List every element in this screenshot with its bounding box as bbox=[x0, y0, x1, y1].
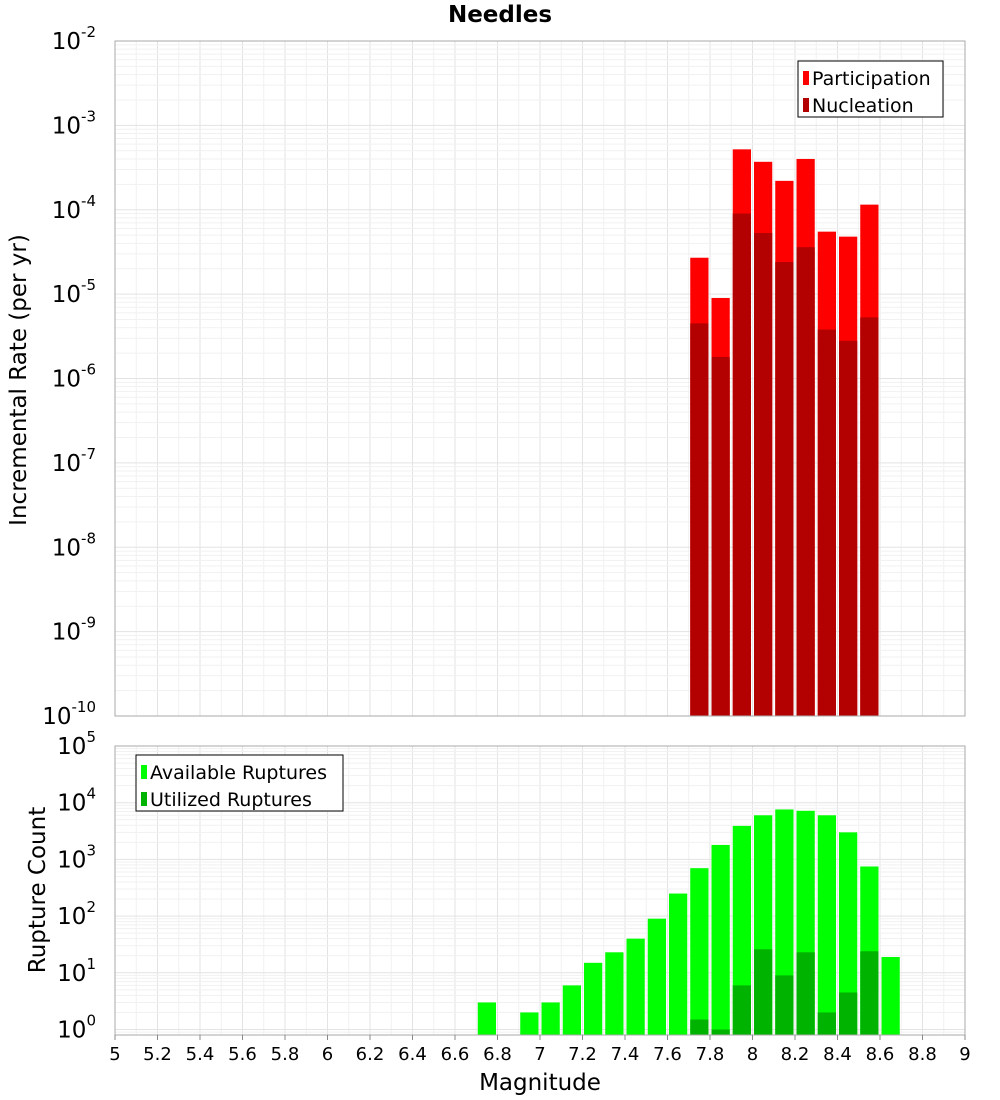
count-bar-available-ruptures bbox=[817, 815, 836, 1035]
x-axis-ticks: 5 5.2 5.4 5.6 5.8 6 6.2 6.4 6.6 6.8 7 7.2 7.4 7.6 7.8 8… bbox=[109, 1035, 971, 1065]
x-tick-label: 5 bbox=[109, 1044, 120, 1065]
count-y-ticks: 105 104 103 102 101 100 bbox=[57, 728, 96, 1044]
count-bar-available-ruptures bbox=[669, 893, 688, 1035]
count-panel: 105 104 103 102 101 100 5 5.2 5.4 5.6 5.8 6 6.2 6.4 6… bbox=[25, 728, 971, 1096]
count-bar-available-ruptures bbox=[477, 1002, 496, 1035]
rate-bar-nucleation bbox=[690, 323, 709, 716]
rate-bar-nucleation bbox=[775, 262, 794, 716]
y-tick-label: 105 bbox=[57, 728, 96, 760]
legend-label: Available Ruptures bbox=[150, 762, 327, 784]
y-tick-label: 10-7 bbox=[52, 445, 96, 477]
x-tick-label: 7.4 bbox=[611, 1044, 640, 1065]
count-bar-utilized-ruptures bbox=[754, 949, 773, 1035]
count-bar-utilized-ruptures bbox=[690, 1019, 709, 1035]
x-tick-label: 8.6 bbox=[866, 1044, 895, 1065]
count-bar-utilized-ruptures bbox=[711, 1029, 730, 1035]
x-tick-label: 6.2 bbox=[356, 1044, 385, 1065]
legend-label: Utilized Ruptures bbox=[150, 789, 312, 811]
rate-bar-nucleation bbox=[732, 213, 751, 717]
rate-grid bbox=[114, 41, 966, 717]
y-tick-label: 100 bbox=[57, 1012, 96, 1044]
y-tick-label: 10-6 bbox=[52, 361, 96, 393]
x-tick-label: 7.6 bbox=[653, 1044, 682, 1065]
legend-swatch bbox=[803, 98, 809, 112]
rate-bar-nucleation bbox=[839, 340, 858, 716]
x-tick-label: 7.2 bbox=[568, 1044, 597, 1065]
x-tick-label: 8.2 bbox=[781, 1044, 810, 1065]
rate-y-ticks: 10-2 10-3 10-4 10-5 10-6 10-7 10-8 10-9 10-10 bbox=[42, 23, 96, 730]
count-bars bbox=[477, 809, 900, 1035]
y-tick-label: 104 bbox=[57, 785, 96, 817]
count-bar-available-ruptures bbox=[690, 868, 709, 1035]
legend-box bbox=[135, 754, 344, 812]
count-bar-utilized-ruptures bbox=[796, 952, 815, 1035]
rate-bar-nucleation bbox=[860, 317, 879, 716]
legend-label: Participation bbox=[812, 68, 931, 90]
legend-swatch bbox=[803, 71, 809, 85]
y-tick-label: 10-8 bbox=[52, 529, 96, 561]
y-tick-label: 101 bbox=[57, 955, 96, 987]
legend-swatch bbox=[141, 792, 147, 806]
count-legend: Available Ruptures Utilized Ruptures bbox=[135, 754, 344, 812]
y-tick-label: 10-2 bbox=[52, 23, 96, 55]
x-tick-label: 6.6 bbox=[441, 1044, 470, 1065]
x-tick-label: 8.4 bbox=[823, 1044, 852, 1065]
rate-bar-nucleation bbox=[754, 233, 773, 716]
count-bar-available-ruptures bbox=[711, 844, 730, 1035]
y-tick-label: 10-3 bbox=[52, 107, 96, 139]
count-bar-available-ruptures bbox=[562, 985, 581, 1035]
rate-bars bbox=[690, 149, 879, 717]
x-tick-label: 5.8 bbox=[271, 1044, 300, 1065]
count-bar-utilized-ruptures bbox=[860, 951, 879, 1035]
y-tick-label: 103 bbox=[57, 841, 96, 873]
y-tick-label: 10-10 bbox=[42, 698, 96, 730]
chart-title: Needles bbox=[448, 2, 552, 28]
count-bar-available-ruptures bbox=[732, 825, 751, 1035]
x-tick-label: 6.4 bbox=[398, 1044, 427, 1065]
count-bar-utilized-ruptures bbox=[775, 975, 794, 1035]
rate-plot-frame bbox=[114, 40, 966, 717]
x-tick-label: 8.8 bbox=[908, 1044, 937, 1065]
count-y-axis-label: Rupture Count bbox=[25, 807, 51, 973]
rate-bar-nucleation bbox=[817, 329, 836, 716]
x-tick-label: 6 bbox=[322, 1044, 333, 1065]
rate-legend: Participation Nucleation bbox=[797, 60, 944, 118]
y-tick-label: 10-5 bbox=[52, 276, 96, 308]
legend-swatch bbox=[141, 765, 147, 779]
count-bar-utilized-ruptures bbox=[817, 1012, 836, 1035]
rate-panel: 10-2 10-3 10-4 10-5 10-6 10-7 10-8 10-9 10-10 In… bbox=[6, 23, 966, 730]
rate-y-axis-label: Incremental Rate (per yr) bbox=[6, 234, 32, 526]
y-tick-label: 10-4 bbox=[52, 192, 96, 224]
count-bar-available-ruptures bbox=[584, 962, 603, 1035]
count-bar-available-ruptures bbox=[605, 952, 624, 1035]
y-tick-label: 10-9 bbox=[52, 614, 96, 646]
x-tick-label: 5.2 bbox=[143, 1044, 172, 1065]
count-bar-available-ruptures bbox=[626, 938, 645, 1035]
count-bar-utilized-ruptures bbox=[839, 992, 858, 1035]
legend-label: Nucleation bbox=[812, 95, 914, 117]
rate-bar-nucleation bbox=[711, 356, 730, 716]
y-tick-label: 102 bbox=[57, 898, 96, 930]
x-tick-label: 9 bbox=[959, 1044, 970, 1065]
count-bar-utilized-ruptures bbox=[732, 985, 751, 1035]
count-bar-available-ruptures bbox=[881, 956, 900, 1035]
x-tick-label: 5.4 bbox=[186, 1044, 215, 1065]
x-tick-label: 5.6 bbox=[228, 1044, 257, 1065]
count-bar-available-ruptures bbox=[839, 832, 858, 1035]
x-tick-label: 8 bbox=[747, 1044, 758, 1065]
x-tick-label: 7 bbox=[534, 1044, 545, 1065]
x-tick-label: 6.8 bbox=[483, 1044, 512, 1065]
x-axis-label: Magnitude bbox=[479, 1070, 601, 1096]
count-bar-available-ruptures bbox=[541, 1002, 560, 1035]
legend-box bbox=[797, 60, 944, 118]
rate-bar-nucleation bbox=[796, 247, 815, 716]
count-bar-available-ruptures bbox=[647, 918, 666, 1035]
count-bar-available-ruptures bbox=[520, 1012, 539, 1035]
x-tick-label: 7.8 bbox=[696, 1044, 725, 1065]
